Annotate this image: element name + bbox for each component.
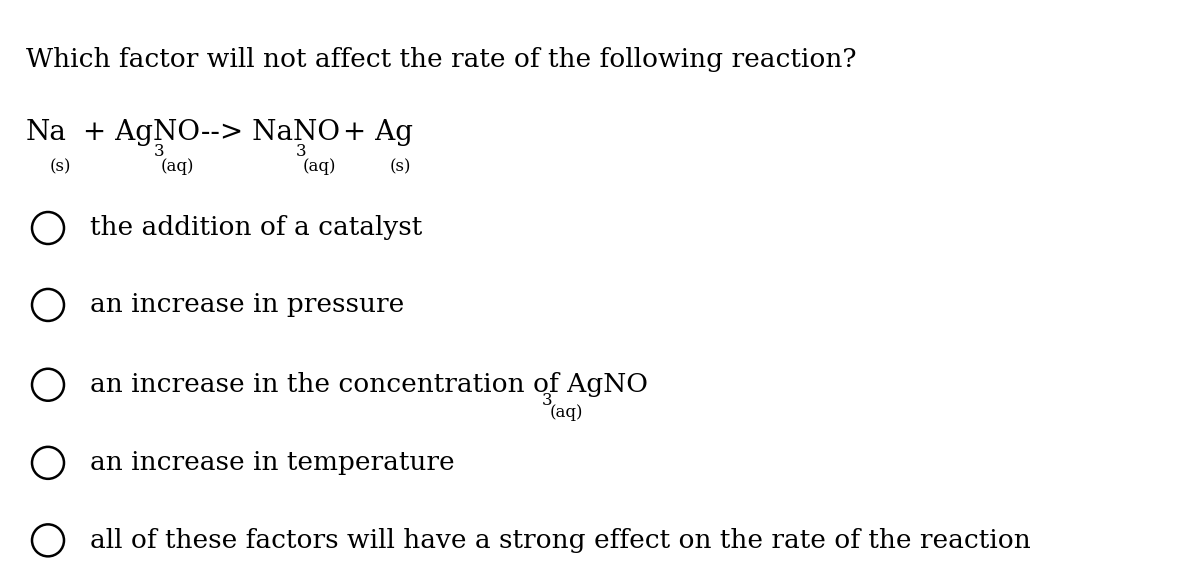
Text: (s): (s) xyxy=(50,158,72,175)
Text: (aq): (aq) xyxy=(161,158,194,175)
Text: the addition of a catalyst: the addition of a catalyst xyxy=(90,215,422,241)
Text: (s): (s) xyxy=(390,158,412,175)
Text: + Ag: + Ag xyxy=(334,119,413,146)
Text: Which factor will not affect the rate of the following reaction?: Which factor will not affect the rate of… xyxy=(26,47,857,72)
Text: + AgNO: + AgNO xyxy=(73,119,199,146)
Text: 3: 3 xyxy=(542,392,553,409)
Text: all of these factors will have a strong effect on the rate of the reaction: all of these factors will have a strong … xyxy=(90,528,1031,553)
Text: (aq): (aq) xyxy=(302,158,336,175)
Text: --> NaNO: --> NaNO xyxy=(192,119,340,146)
Text: Na: Na xyxy=(26,119,67,146)
Text: 3: 3 xyxy=(154,142,164,160)
Text: an increase in temperature: an increase in temperature xyxy=(90,450,455,475)
Text: 3: 3 xyxy=(295,142,306,160)
Text: an increase in pressure: an increase in pressure xyxy=(90,292,404,317)
Text: (aq): (aq) xyxy=(550,404,583,421)
Text: an increase in the concentration of AgNO: an increase in the concentration of AgNO xyxy=(90,372,648,397)
